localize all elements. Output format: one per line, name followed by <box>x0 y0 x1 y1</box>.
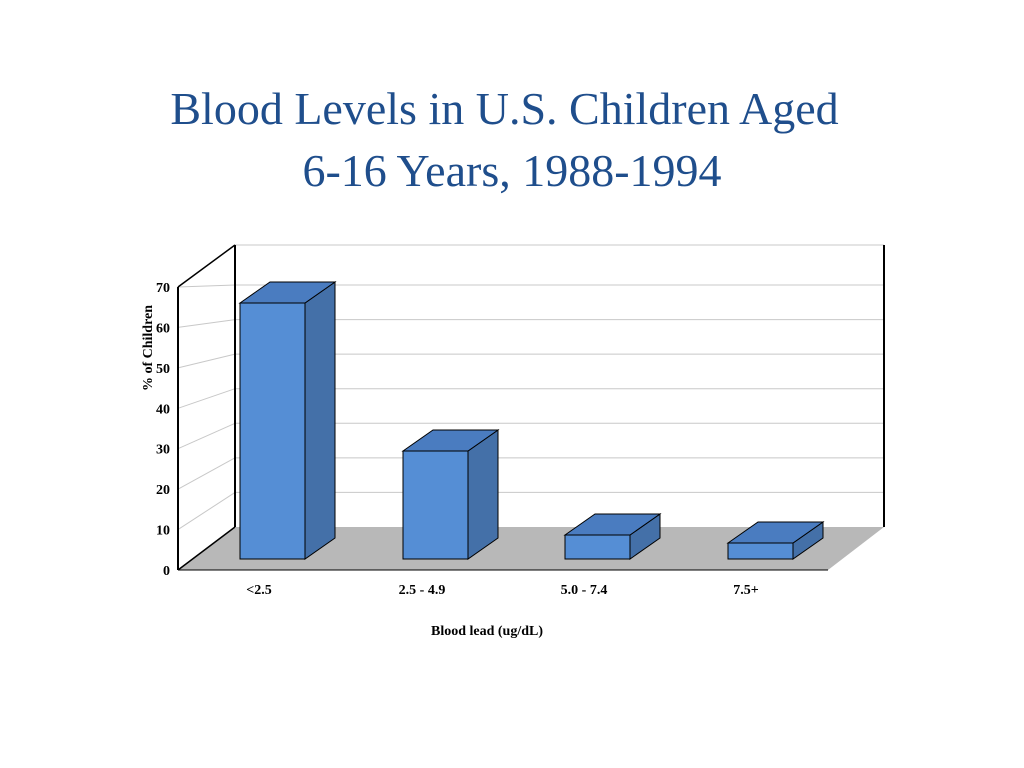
x-category-label: 7.5+ <box>733 583 759 598</box>
x-category-label: <2.5 <box>246 583 271 598</box>
x-category-labels: <2.5 2.5 - 4.9 5.0 - 7.4 7.5+ <box>246 583 759 598</box>
y-tick-label: 10 <box>156 524 170 539</box>
gridline-side <box>177 492 236 530</box>
y-tick-label: 20 <box>156 483 170 498</box>
gridline-side <box>177 388 236 409</box>
bar-front <box>564 534 631 560</box>
chart-title-line-1: Blood Levels in U.S. Children Aged <box>170 83 839 134</box>
gridlines <box>177 244 885 571</box>
y-axis-label: % of Children <box>141 305 156 391</box>
x-category-label: 5.0 - 7.4 <box>561 583 608 598</box>
bar-side <box>467 429 499 560</box>
bar-front <box>402 450 469 560</box>
gridline-side <box>177 284 236 288</box>
gridline-side <box>177 353 236 369</box>
bar <box>238 281 337 560</box>
bar <box>563 513 662 560</box>
bar-side <box>304 281 336 560</box>
bar <box>726 521 825 560</box>
chart-title: Blood Levels in U.S. Children Aged 6-16 … <box>0 78 1024 202</box>
chart-walls <box>178 527 884 570</box>
y-tick-label: 0 <box>163 564 170 579</box>
y-tick-label: 60 <box>156 321 170 336</box>
y-tick-label: 70 <box>156 281 170 296</box>
y-tick-labels: 0 10 20 30 40 50 60 70 <box>156 281 170 579</box>
gridline-side <box>177 422 236 450</box>
gridline-side <box>177 319 236 328</box>
y-tick-label: 50 <box>156 362 170 377</box>
bar-series <box>238 281 825 560</box>
bar-front <box>239 302 306 560</box>
x-category-label: 2.5 - 4.9 <box>399 583 446 598</box>
bar-front <box>727 542 794 560</box>
y-tick-label: 40 <box>156 402 170 417</box>
x-axis-label: Blood lead (ug/dL) <box>431 624 543 639</box>
gridline-side <box>177 457 236 490</box>
y-tick-label: 30 <box>156 443 170 458</box>
chart-title-line-2: 6-16 Years, 1988-1994 <box>302 145 722 196</box>
chart-floor <box>178 527 884 570</box>
bar <box>401 429 500 560</box>
side-wall-top-edge <box>177 244 236 288</box>
floor-left-edge <box>177 526 236 571</box>
